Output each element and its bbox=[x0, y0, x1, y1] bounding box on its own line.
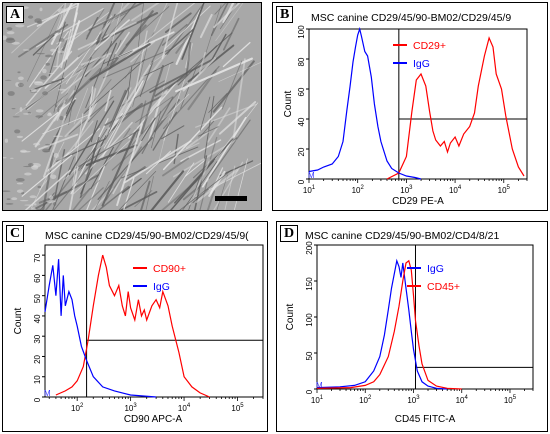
x-tick-label: 104 bbox=[449, 185, 462, 195]
micrograph-panel: A bbox=[2, 2, 262, 211]
series-line-cd90-pos bbox=[55, 254, 210, 398]
x-tick-label: 103 bbox=[400, 185, 413, 195]
x-tick-label: 102 bbox=[359, 395, 372, 405]
x-tick-label: 105 bbox=[504, 395, 517, 405]
legend-label: CD29+ bbox=[413, 40, 446, 52]
series-line-cd45-pos bbox=[316, 259, 462, 390]
y-tick-label: 100 bbox=[305, 313, 314, 327]
plot-frame bbox=[308, 28, 528, 180]
x-tick-label: 101 bbox=[303, 185, 316, 195]
legend-label: CD90+ bbox=[153, 263, 186, 275]
y-tick-label: 100 bbox=[297, 25, 306, 39]
legend-label: IgG bbox=[427, 263, 444, 275]
series-line-igg bbox=[44, 259, 157, 398]
x-tick-label: 103 bbox=[124, 403, 137, 413]
y-tick-label: 50 bbox=[305, 351, 314, 360]
legend-label: CD45+ bbox=[427, 281, 460, 293]
x-tick-label: 102 bbox=[352, 185, 365, 195]
x-axis-label: CD29 PE-A bbox=[392, 196, 444, 207]
y-tick-label: 40 bbox=[33, 314, 42, 323]
legend-label: IgG bbox=[413, 58, 430, 70]
histogram-b: MSC canine CD29/45/90-BM02/CD29/45/9 CD2… bbox=[283, 12, 528, 207]
axis-marker: M bbox=[316, 381, 323, 390]
histogram-d: MSC canine CD29/45/90-BM02/CD4/8/21 CD45… bbox=[285, 230, 534, 425]
panel-letter-c: C bbox=[6, 225, 25, 242]
y-tick-label: 0 bbox=[305, 389, 314, 394]
y-tick-label: 150 bbox=[305, 277, 314, 291]
axis-marker: M bbox=[44, 389, 51, 398]
x-tick-label: 104 bbox=[456, 395, 469, 405]
chart-title: MSC canine CD29/45/90-BM02/CD29/45/9( bbox=[45, 230, 249, 242]
series-line-igg bbox=[308, 26, 422, 180]
panel-letter-d: D bbox=[280, 225, 299, 242]
histogram-panel-b: B MSC canine CD29/45/90-BM02/CD29/45/9 C… bbox=[272, 2, 548, 211]
x-tick-label: 104 bbox=[178, 403, 191, 413]
series-line-igg bbox=[316, 258, 448, 390]
y-axis-label: Count bbox=[285, 303, 296, 330]
chart-title: MSC canine CD29/45/90-BM02/CD29/45/9 bbox=[311, 12, 511, 24]
y-tick-label: 60 bbox=[297, 87, 306, 96]
y-axis-label: Count bbox=[13, 307, 24, 334]
x-tick-label: 105 bbox=[231, 403, 244, 413]
y-tick-label: 60 bbox=[33, 273, 42, 282]
y-tick-label: 10 bbox=[33, 375, 42, 384]
scale-bar bbox=[215, 196, 247, 201]
x-tick-label: 105 bbox=[498, 185, 511, 195]
y-tick-label: 70 bbox=[33, 253, 42, 262]
x-tick-label: 103 bbox=[407, 395, 420, 405]
y-tick-label: 0 bbox=[33, 397, 42, 402]
x-tick-label: 101 bbox=[311, 395, 324, 405]
chart-title: MSC canine CD29/45/90-BM02/CD4/8/21 bbox=[305, 230, 500, 242]
x-tick-label: 102 bbox=[71, 403, 84, 413]
histogram-panel-d: D MSC canine CD29/45/90-BM02/CD4/8/21 CD… bbox=[276, 221, 548, 432]
histogram-panel-c: C MSC canine CD29/45/90-BM02/CD29/45/9( … bbox=[2, 221, 268, 432]
x-axis-label: CD90 APC-A bbox=[124, 414, 183, 425]
y-tick-label: 20 bbox=[33, 354, 42, 363]
y-tick-label: 40 bbox=[297, 117, 306, 126]
y-tick-label: 50 bbox=[33, 294, 42, 303]
y-tick-label: 30 bbox=[33, 334, 42, 343]
panel-letter-b: B bbox=[276, 6, 294, 23]
y-axis-label: Count bbox=[283, 90, 294, 117]
micrograph-image bbox=[3, 3, 261, 210]
y-tick-label: 200 bbox=[305, 241, 314, 255]
series-line-cd29-pos bbox=[386, 36, 525, 180]
x-axis-label: CD45 FITC-A bbox=[395, 414, 456, 425]
panel-letter-a: A bbox=[6, 6, 25, 23]
y-tick-label: 0 bbox=[297, 179, 306, 184]
y-tick-label: 80 bbox=[297, 57, 306, 66]
y-tick-label: 20 bbox=[297, 147, 306, 156]
legend-label: IgG bbox=[153, 281, 170, 293]
histogram-c: MSC canine CD29/45/90-BM02/CD29/45/9( CD… bbox=[13, 230, 264, 425]
axis-marker: M bbox=[308, 171, 315, 180]
